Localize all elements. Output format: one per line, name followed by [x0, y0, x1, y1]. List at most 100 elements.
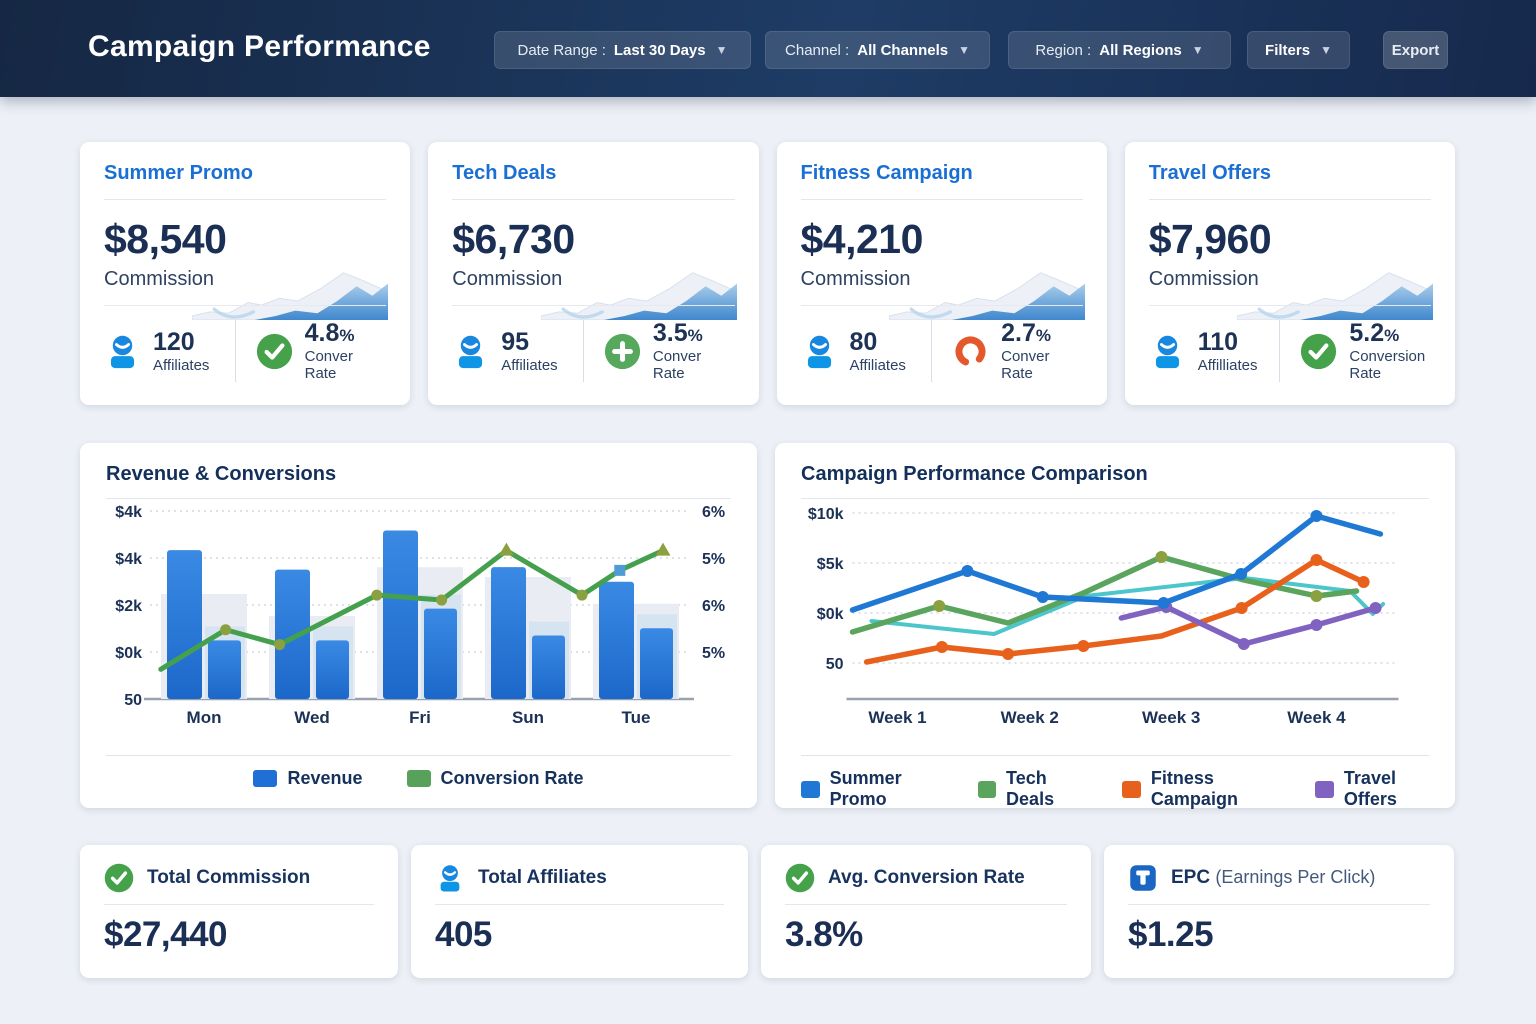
legend-item: Tech Deals	[977, 768, 1079, 810]
line-marker	[961, 565, 974, 577]
summary-label: Avg. Conversion Rate	[828, 867, 1025, 888]
legend-label: Fitness Campaign	[1150, 768, 1238, 809]
axis-tick-label: Wed	[294, 708, 330, 727]
revenue-bar	[167, 550, 202, 699]
legend-label: Tech Deals	[1006, 768, 1055, 809]
commission-label: Commission	[452, 268, 735, 306]
kpi-card-footer: 110 Affilliates 5.2% Conversion Rate	[1149, 320, 1431, 383]
conversion-label: Conver Rate	[304, 348, 353, 383]
plus-circle-icon	[604, 333, 641, 370]
date-range-dropdown[interactable]: Date Range : Last 30 Days ▼	[494, 31, 751, 69]
kpi-card-footer: 95 Affiliates 3.5% Conver Rate	[452, 320, 734, 383]
date-range-label: Date Range :	[517, 41, 606, 59]
conversion-value: 4.8	[304, 319, 340, 347]
epc-label-secondary: (Earnings Per Click)	[1215, 867, 1376, 887]
axis-tick-label: $2k	[115, 598, 142, 615]
line-marker	[1002, 648, 1015, 660]
revenue-conversions-chart: $4k $4k $2k $0k 50 6% 5% 6% 5% Mon Wed Fri Sun Tue	[115, 504, 725, 727]
legend-label: Revenue	[287, 768, 363, 788]
line-marker	[935, 641, 948, 653]
legend-swatch	[406, 770, 431, 787]
chart-title: Revenue & Conversions	[106, 463, 337, 485]
affiliates-person-icon	[1149, 333, 1186, 370]
kpi-card-footer: 80 Affiliates 2.7% Conver Rate	[801, 320, 1083, 383]
channel-dropdown[interactable]: Channel : All Channels ▼	[765, 31, 990, 69]
divider	[1128, 904, 1430, 905]
check-circle-icon	[256, 333, 293, 370]
kpi-card-fitness-campaign: Fitness Campaign $4,210 Commission 80 Af…	[776, 142, 1107, 405]
epc-label: EPC	[1171, 867, 1211, 888]
conversion-label: Conversion Rate	[1349, 348, 1426, 383]
divider	[104, 904, 374, 905]
affiliates-label: Affiliates	[153, 356, 210, 374]
commission-value: $8,540	[104, 216, 227, 262]
revenue-bar-secondary	[640, 628, 673, 699]
filters-label: Filters	[1265, 41, 1311, 59]
kpi-card-row: Summer Promo $8,540 Commission 120 Affil…	[80, 142, 1455, 405]
filters-dropdown[interactable]: Filters ▼	[1247, 31, 1350, 69]
axis-tick-label: 5%	[702, 551, 725, 568]
revenue-bar	[275, 569, 310, 699]
axis-tick-label: 5%	[702, 645, 725, 662]
line-marker	[1036, 591, 1049, 603]
conversion-label: Conver Rate	[652, 348, 702, 383]
legend-item: Conversion Rate	[406, 768, 584, 789]
divider	[785, 904, 1067, 905]
line-marker	[1369, 602, 1382, 614]
commission-label: Commission	[1148, 268, 1431, 306]
export-button[interactable]: Export	[1383, 31, 1448, 69]
line-marker	[1237, 638, 1250, 650]
divider	[435, 904, 724, 905]
revenue-bar-secondary	[532, 635, 565, 699]
line-marker-triangle	[498, 542, 514, 556]
broken-ring-icon	[952, 333, 989, 370]
kpi-card-summer-promo: Summer Promo $8,540 Commission 120 Affil…	[80, 142, 411, 405]
t-badge-icon	[1128, 863, 1158, 893]
summary-label: Total Commission	[147, 867, 311, 888]
line-marker	[436, 594, 448, 606]
commission-label: Commission	[800, 268, 1083, 306]
divider	[1148, 199, 1431, 200]
affiliates-count: 120	[153, 327, 195, 356]
conversion-stat: 4.8% Conver Rate	[234, 319, 387, 383]
chart-title: Campaign Performance Comparison	[801, 463, 1148, 485]
card-title: Travel Offers	[1148, 162, 1272, 184]
axis-tick-label: $0k	[115, 645, 142, 662]
line-marker	[1310, 590, 1323, 602]
line-marker	[933, 600, 946, 612]
line-marker	[1357, 576, 1370, 588]
summary-card-epc: EPC (Earnings Per Click) $1.25	[1104, 845, 1454, 978]
line-marker-square	[614, 564, 626, 576]
legend-label: Summer Promo	[829, 768, 902, 809]
campaign-comparison-chart: $10k $5k $0k 50 Week 1 Week 2 Week 3 Week 4	[808, 506, 1399, 727]
region-dropdown[interactable]: Region : All Regions ▼	[1008, 31, 1231, 69]
axis-tick-label: Sun	[512, 708, 544, 727]
line-marker	[274, 639, 286, 651]
legend-swatch	[1315, 780, 1334, 798]
series-line	[849, 554, 1360, 635]
person-icon	[435, 863, 465, 893]
affiliates-stat: 110 Affilliates	[1149, 328, 1280, 374]
legend-label: Conversion Rate	[440, 768, 584, 788]
axis-tick-label: 6%	[702, 504, 725, 521]
revenue-bar-secondary	[424, 608, 457, 699]
chevron-down-icon: ▼	[958, 43, 970, 57]
revenue-bar	[491, 567, 526, 699]
region-label: Region :	[1035, 41, 1092, 59]
summary-value: $27,440	[104, 915, 228, 954]
channel-label: Channel :	[785, 41, 850, 59]
chart-legend: Revenue Conversion Rate	[106, 755, 731, 789]
chevron-down-icon: ▼	[1191, 43, 1204, 57]
conversion-stat: 5.2% Conversion Rate	[1279, 320, 1431, 383]
kpi-card-travel-offers: Travel Offers $7,960 Commission 110 Affi…	[1124, 142, 1455, 405]
channel-value: All Channels	[857, 41, 949, 59]
line-marker	[220, 624, 232, 636]
revenue-bar	[383, 530, 418, 699]
axis-tick-label: Fri	[409, 708, 431, 727]
affiliates-person-icon	[104, 333, 141, 370]
conversion-unit: %	[1384, 326, 1400, 345]
divider	[452, 199, 735, 200]
region-value: All Regions	[1099, 41, 1182, 59]
summary-label: Total Affiliates	[478, 867, 607, 888]
